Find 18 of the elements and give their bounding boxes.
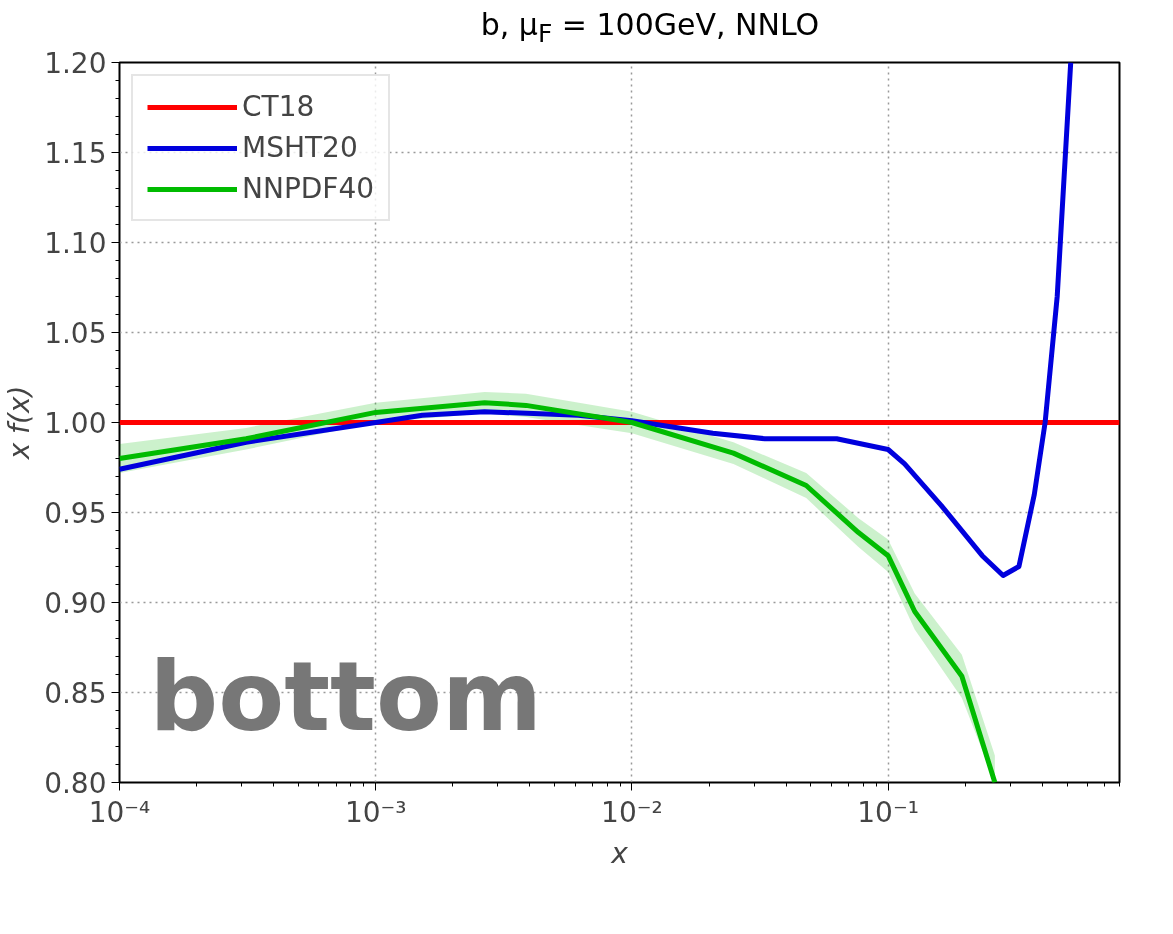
y-tick-label: 1.00 xyxy=(44,407,107,440)
x-tick-label: 10⁻³ xyxy=(344,795,407,829)
y-tick-label: 1.20 xyxy=(44,47,107,80)
chart-title: b, μ$_{F}$ = 100GeV, NNLO xyxy=(480,6,820,50)
annotation: bottom xyxy=(149,640,542,753)
x-tick-label: 10⁻¹ xyxy=(857,795,919,829)
y-tick-label: 0.85 xyxy=(44,677,107,710)
y-tick-label: 0.90 xyxy=(44,587,107,620)
y-tick-label: 1.05 xyxy=(44,317,107,350)
legend-label: MSHT20 xyxy=(242,131,358,164)
x-tick-label: 10⁻² xyxy=(601,795,663,829)
legend-label: CT18 xyxy=(242,90,315,123)
y-tick-label: 1.10 xyxy=(44,227,107,260)
y-tick-label: 1.15 xyxy=(44,137,107,170)
y-tick-label: 0.95 xyxy=(44,497,107,530)
x-axis-title: x xyxy=(610,836,629,870)
y-axis-title: x f(x) xyxy=(3,385,37,461)
legend-label: NNPDF40 xyxy=(242,172,375,205)
